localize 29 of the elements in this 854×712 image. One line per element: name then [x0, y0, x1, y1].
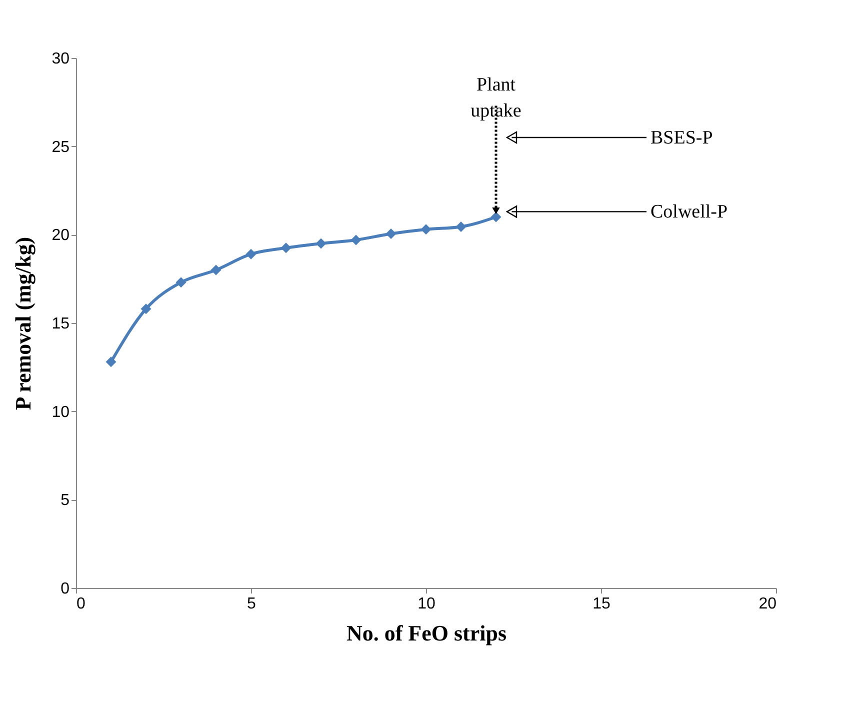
x-tick-label: 20 — [758, 596, 777, 612]
x-tick-label: 15 — [592, 596, 610, 612]
point — [316, 238, 326, 249]
point — [350, 234, 362, 246]
y-tick-label: 20 — [52, 227, 70, 244]
y-tick-label: 25 — [52, 138, 70, 156]
annotation: Colwell-P — [650, 202, 728, 223]
y-tick-label: 10 — [52, 404, 70, 421]
point — [246, 248, 256, 260]
point — [140, 304, 152, 314]
x-tick-label: 0 — [76, 596, 86, 612]
y-tick-label: 30 — [52, 50, 70, 68]
y-axis-title: P removal (mg/kg) — [10, 236, 36, 410]
y-tick-label: 5 — [60, 492, 70, 510]
x-axis-title: No. of FeO strips — [346, 620, 507, 646]
y-tick-label: 0 — [60, 580, 70, 598]
point — [106, 356, 116, 368]
point — [210, 264, 222, 276]
x-tick-label: 10 — [418, 596, 436, 612]
point — [176, 277, 186, 288]
point — [490, 212, 502, 222]
point — [386, 228, 396, 240]
annotation: BSES-P — [650, 128, 713, 148]
point — [280, 242, 292, 254]
x-tick-label: 5 — [247, 596, 256, 612]
point — [420, 224, 432, 235]
y-tick-label: 15 — [52, 316, 70, 332]
point — [456, 221, 466, 232]
annotation: Plant uptake — [470, 74, 522, 122]
